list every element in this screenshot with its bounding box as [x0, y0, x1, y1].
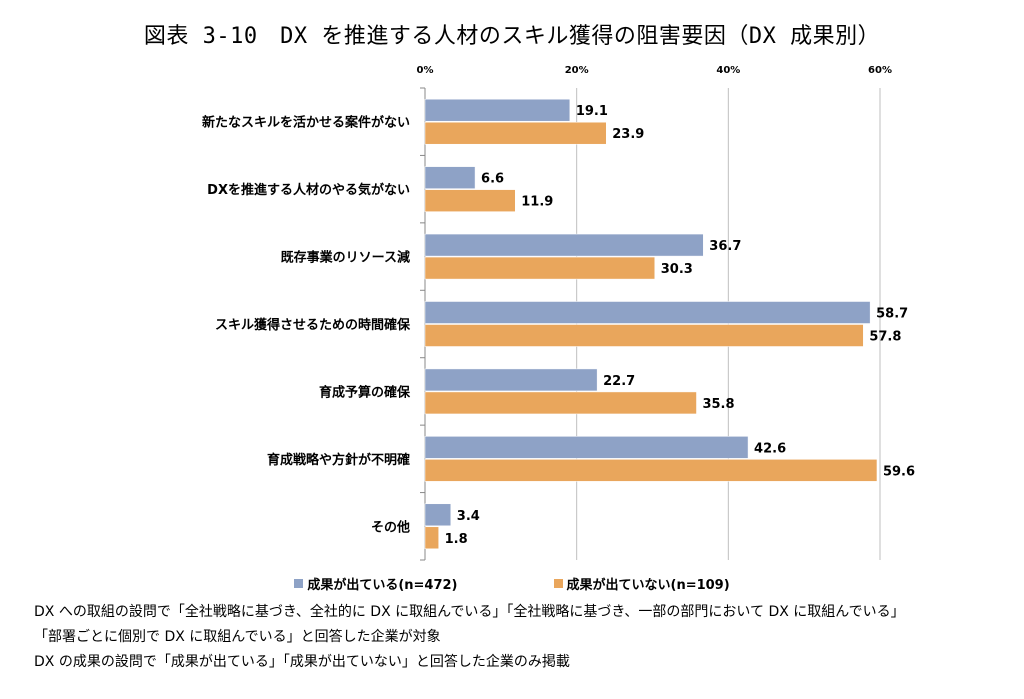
- data-label: 11.9: [521, 195, 553, 210]
- data-label: 3.4: [457, 509, 480, 524]
- data-label: 58.7: [876, 307, 908, 322]
- category-label: 育成戦略や方針が不明確: [267, 452, 410, 468]
- bar-series1: [424, 503, 452, 527]
- bar-series2: [424, 121, 607, 145]
- data-label: 57.8: [869, 330, 901, 345]
- bar-series1: [424, 98, 571, 122]
- legend-item-series2: 成果が出ていない(n=109): [553, 574, 730, 593]
- footnote-line: DX への取組の設問で「全社戦略に基づき、全社的に DX に取組んでいる」「全社…: [34, 604, 905, 620]
- bar-series1: [424, 368, 598, 392]
- category-label: DXを推進する人材のやる気がない: [207, 182, 410, 198]
- data-label: 36.7: [709, 239, 741, 254]
- bar-series1: [424, 301, 871, 324]
- data-label: 6.6: [481, 172, 504, 187]
- footnotes: DX への取組の設問で「全社戦略に基づき、全社的に DX に取組んでいる」「全社…: [34, 600, 1014, 675]
- x-tick-label: 40%: [716, 65, 740, 76]
- bar-series2: [424, 459, 878, 482]
- legend-label-series1: 成果が出ている(n=472): [307, 578, 458, 593]
- data-label: 1.8: [445, 532, 468, 547]
- data-label: 59.6: [883, 464, 915, 479]
- data-label: 42.6: [754, 441, 786, 456]
- legend-item-series1: 成果が出ている(n=472): [294, 574, 458, 593]
- data-label: 30.3: [661, 262, 693, 277]
- category-label: 育成予算の確保: [319, 384, 411, 400]
- data-label: 35.8: [702, 397, 734, 412]
- legend: 成果が出ている(n=472) 成果が出ていない(n=109): [0, 574, 1024, 593]
- category-label: 既存事業のリソース減: [281, 250, 410, 266]
- bar-series1: [424, 233, 704, 257]
- chart-title: 図表 3-10 DX を推進する人材のスキル獲得の阻害要因（DX 成果別）: [143, 24, 881, 49]
- bar-series1: [424, 436, 749, 459]
- category-label: 新たなスキルを活かせる案件がない: [202, 115, 410, 131]
- x-tick-label: 20%: [565, 65, 589, 76]
- footnote-line: DX の成果の設問で「成果が出ている」「成果が出ていない」と回答した企業のみ掲載: [34, 654, 570, 670]
- legend-swatch-series1: [294, 579, 304, 588]
- bar-series2: [424, 324, 864, 347]
- bar-series2: [424, 526, 439, 550]
- bar-chart: 0% 20% 40% 60% 新たなスキルを活かせる案件がない 19.1 23.9 DXを推進…: [202, 65, 915, 561]
- bar-series1: [424, 166, 476, 189]
- category-label: スキル獲得させるための時間確保: [215, 317, 411, 333]
- data-label: 19.1: [576, 104, 608, 119]
- x-tick-label: 0%: [417, 65, 434, 76]
- bar-series2: [424, 189, 516, 212]
- footnote-line: 「部署ごとに個別で DX に取組んでいる」と回答した企業が対象: [34, 629, 441, 645]
- legend-label-series2: 成果が出ていない(n=109): [566, 578, 730, 593]
- legend-swatch-series2: [553, 579, 563, 588]
- category-label: その他: [371, 519, 410, 535]
- data-label: 23.9: [612, 127, 644, 142]
- data-label: 22.7: [603, 374, 635, 389]
- bar-series2: [424, 391, 697, 415]
- x-tick-label: 60%: [868, 65, 892, 76]
- bar-series2: [424, 256, 656, 280]
